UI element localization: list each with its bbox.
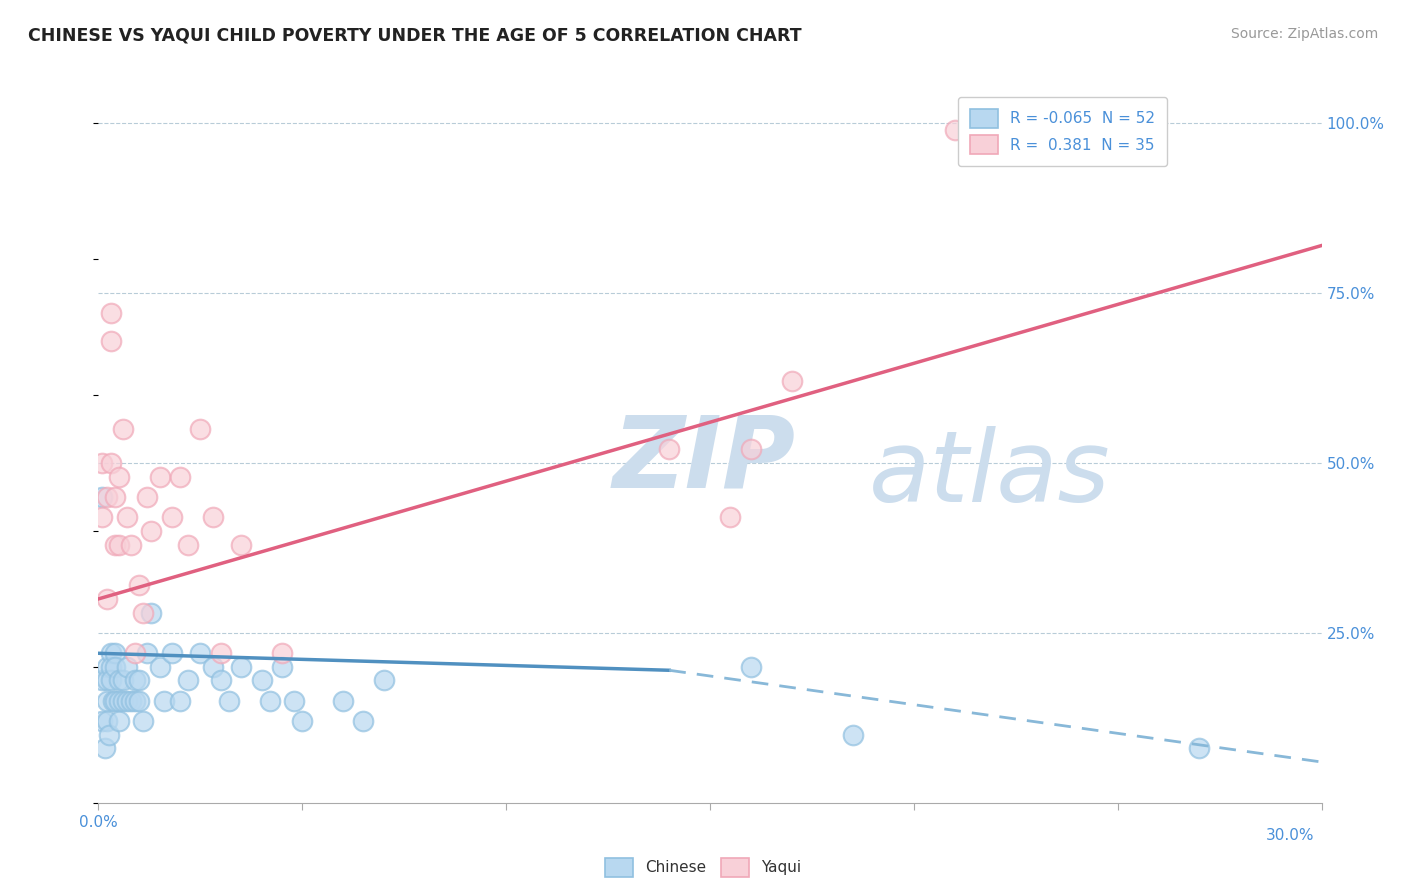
Point	[100, 306, 122, 320]
Point	[259, 694, 281, 708]
Point	[141, 524, 163, 538]
Point	[283, 694, 305, 708]
Point	[120, 694, 142, 708]
Text: Source: ZipAtlas.com: Source: ZipAtlas.com	[1230, 27, 1378, 41]
Point	[149, 469, 172, 483]
Point	[91, 714, 114, 729]
Point	[218, 694, 240, 708]
Point	[108, 673, 131, 688]
Point	[96, 490, 118, 504]
Point	[100, 334, 122, 348]
Point	[93, 741, 115, 756]
Point	[128, 694, 150, 708]
Point	[115, 510, 138, 524]
Point	[97, 728, 120, 742]
Point	[104, 694, 127, 708]
Point	[124, 694, 146, 708]
Point	[115, 660, 138, 674]
Point	[132, 714, 155, 729]
Point	[141, 606, 163, 620]
Point	[943, 123, 966, 137]
Point	[124, 673, 146, 688]
Point	[100, 456, 122, 470]
Point	[101, 694, 124, 708]
Text: ZIP: ZIP	[612, 412, 796, 508]
Point	[108, 694, 131, 708]
Point	[169, 469, 191, 483]
Point	[209, 673, 232, 688]
Point	[352, 714, 374, 729]
Point	[132, 606, 155, 620]
Point	[373, 673, 395, 688]
Point	[160, 510, 183, 524]
Point	[152, 694, 174, 708]
Point	[965, 123, 987, 137]
Point	[124, 646, 146, 660]
Point	[270, 646, 294, 660]
Point	[1004, 123, 1026, 137]
Point	[658, 442, 681, 457]
Point	[332, 694, 354, 708]
Text: CHINESE VS YAQUI CHILD POVERTY UNDER THE AGE OF 5 CORRELATION CHART: CHINESE VS YAQUI CHILD POVERTY UNDER THE…	[28, 27, 801, 45]
Point	[780, 375, 803, 389]
Point	[104, 537, 127, 551]
Point	[100, 660, 122, 674]
Point	[201, 510, 224, 524]
Point	[91, 456, 114, 470]
Point	[136, 646, 159, 660]
Point	[231, 660, 253, 674]
Point	[136, 490, 159, 504]
Point	[100, 673, 122, 688]
Point	[115, 694, 138, 708]
Point	[270, 660, 294, 674]
Point	[90, 490, 112, 504]
Point	[149, 660, 172, 674]
Point	[91, 673, 114, 688]
Point	[111, 422, 134, 436]
Point	[108, 714, 131, 729]
Point	[177, 537, 200, 551]
Point	[100, 646, 122, 660]
Point	[740, 660, 762, 674]
Point	[231, 537, 253, 551]
Point	[96, 591, 118, 606]
Point	[740, 442, 762, 457]
Point	[160, 646, 183, 660]
Point	[111, 694, 134, 708]
Point	[201, 660, 224, 674]
Point	[96, 694, 118, 708]
Point	[188, 422, 212, 436]
Point	[111, 673, 134, 688]
Point	[96, 660, 118, 674]
Point	[169, 694, 191, 708]
Point	[177, 673, 200, 688]
Text: 30.0%: 30.0%	[1267, 829, 1315, 843]
Point	[128, 578, 150, 592]
Point	[209, 646, 232, 660]
Point	[104, 660, 127, 674]
Point	[841, 728, 863, 742]
Point	[108, 537, 131, 551]
Legend: R = -0.065  N = 52, R =  0.381  N = 35: R = -0.065 N = 52, R = 0.381 N = 35	[957, 97, 1167, 166]
Point	[188, 646, 212, 660]
Point	[291, 714, 314, 729]
Point	[91, 510, 114, 524]
Point	[96, 714, 118, 729]
Point	[108, 469, 131, 483]
Point	[720, 510, 742, 524]
Point	[120, 537, 142, 551]
Legend: Chinese, Yaqui: Chinese, Yaqui	[598, 850, 808, 884]
Point	[104, 490, 127, 504]
Point	[250, 673, 273, 688]
Point	[128, 673, 150, 688]
Point	[96, 673, 118, 688]
Text: atlas: atlas	[869, 426, 1111, 523]
Point	[104, 646, 127, 660]
Point	[1188, 741, 1211, 756]
